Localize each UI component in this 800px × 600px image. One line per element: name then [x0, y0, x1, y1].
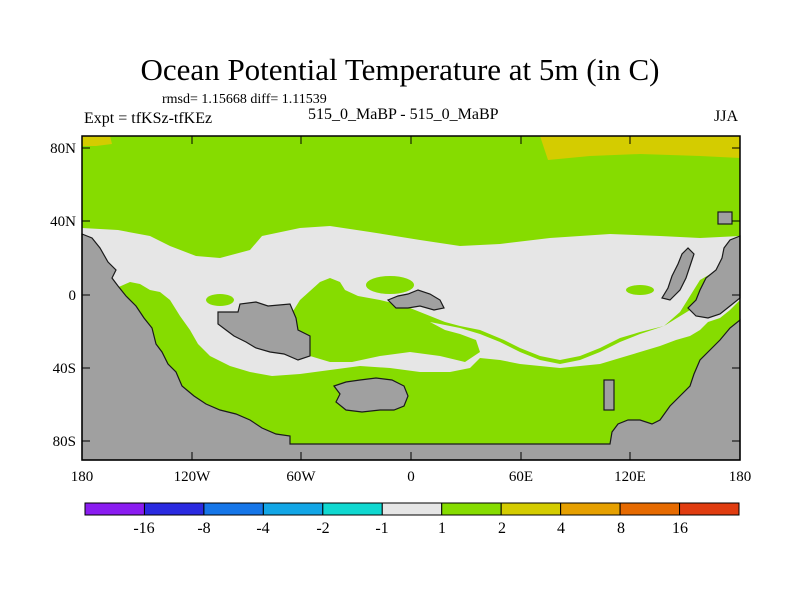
arctic-warm-region-west [82, 136, 112, 146]
land-masses [81, 211, 741, 461]
colorbar-swatch [322, 502, 383, 516]
colorbar-label: -16 [133, 520, 154, 537]
green-patch [206, 294, 234, 306]
lat-label: 40S [53, 361, 76, 377]
lon-label: 60E [509, 469, 533, 485]
green-patch [626, 285, 654, 295]
chart-title: Ocean Potential Temperature at 5m (in C) [140, 52, 660, 87]
lat-label: 40N [50, 214, 76, 230]
colorbar-label: 2 [498, 520, 506, 537]
land-island-2 [333, 377, 409, 413]
green-patch [366, 276, 414, 294]
lon-label: 0 [407, 469, 415, 485]
lat-ticks [82, 147, 740, 442]
map-plot [81, 135, 741, 461]
lon-label: 120E [614, 469, 646, 485]
colorbar-label: 4 [557, 520, 565, 537]
lon-label: 120W [174, 469, 212, 485]
lon-ticks [81, 136, 741, 460]
colorbar-swatch [84, 502, 145, 516]
colorbar-swatch [619, 502, 681, 516]
lat-label: 80N [50, 141, 76, 157]
lon-label: 60W [286, 469, 316, 485]
lon-label: 180 [729, 469, 752, 485]
colorbar-label: -8 [197, 520, 210, 537]
rmsd-diff-stats: rmsd= 1.15668 diff= 1.11539 [162, 92, 327, 107]
colorbar-label: -4 [256, 520, 269, 537]
colorbar-label: -1 [375, 520, 388, 537]
colorbar-swatch [203, 502, 264, 516]
lat-label: 80S [53, 434, 76, 450]
colorbar-swatch [262, 502, 324, 516]
arctic-warm-region [540, 136, 740, 160]
colorbar-swatch [143, 502, 205, 516]
experiment-label: Expt = tfKSz-tfKEz [84, 110, 213, 127]
land-southeast-coast [603, 379, 615, 411]
colorbar-swatch [381, 502, 443, 516]
colorbar-label: -2 [316, 520, 329, 537]
land-east [687, 235, 741, 319]
colorbar-swatch [441, 502, 502, 516]
lon-labels: 180 120W 60W 0 60E 120E 180 [71, 469, 752, 485]
colorbar-swatch [560, 502, 621, 516]
colorbar-labels: -16 -8 -4 -2 -1 1 2 4 8 16 [133, 520, 688, 537]
case-label: 515_0_MaBP - 515_0_MaBP [308, 106, 499, 123]
land-island-ne [717, 211, 733, 225]
lon-label: 180 [71, 469, 94, 485]
colorbar [84, 502, 740, 516]
lat-label: 0 [69, 288, 77, 304]
land-island-3 [386, 289, 445, 311]
season-label: JJA [714, 108, 739, 125]
colorbar-label: 16 [672, 520, 688, 537]
colorbar-swatch [500, 502, 562, 516]
colorbar-label: 8 [617, 520, 625, 537]
near-zero-patch [260, 234, 340, 254]
colorbar-label: 1 [438, 520, 446, 537]
land-west [81, 233, 741, 461]
land-island-1 [217, 301, 311, 361]
lat-labels: 80N 40N 0 40S 80S [50, 141, 76, 450]
colorbar-swatch [679, 502, 740, 516]
land-east-strip [661, 247, 695, 301]
